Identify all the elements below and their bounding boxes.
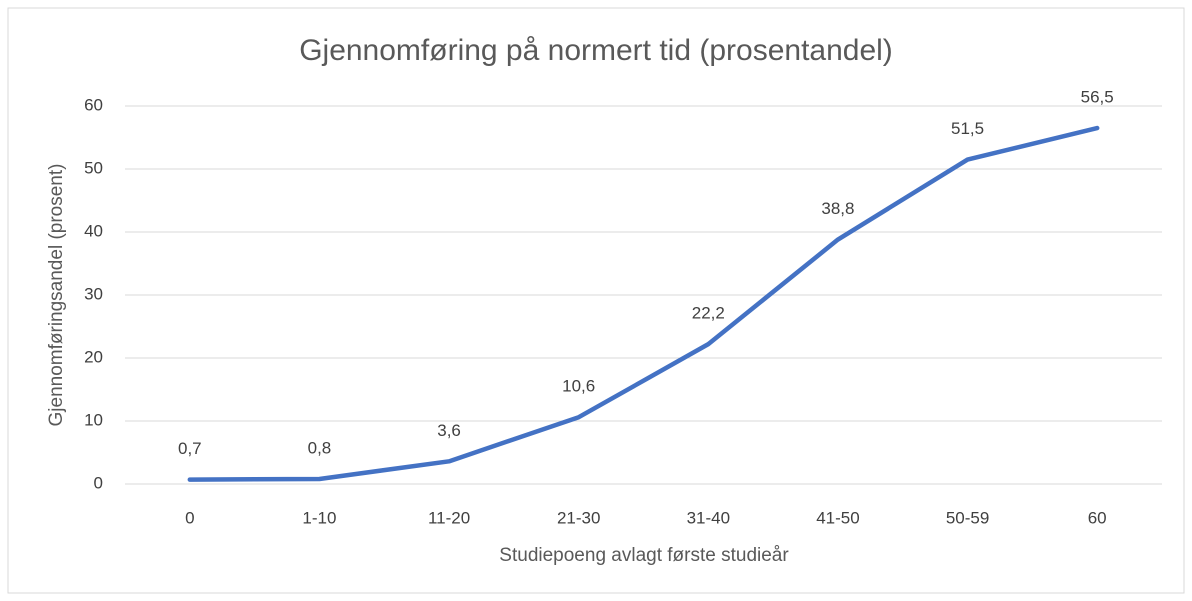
x-tick-label: 21-30 xyxy=(557,508,600,527)
x-tick-label: 11-20 xyxy=(428,508,470,527)
x-tick-label: 60 xyxy=(1088,508,1107,527)
chart-title: Gjennomføring på normert tid (prosentand… xyxy=(299,34,893,67)
data-label: 22,2 xyxy=(692,304,725,323)
data-label: 0,7 xyxy=(178,439,202,458)
x-tick-label: 31-40 xyxy=(687,508,730,527)
x-tick-label: 0 xyxy=(185,508,194,527)
data-label: 38,8 xyxy=(821,199,854,218)
y-tick-label: 60 xyxy=(84,95,103,114)
x-tick-label: 41-50 xyxy=(816,508,859,527)
data-label: 56,5 xyxy=(1081,88,1114,107)
x-tick-label: 50-59 xyxy=(946,508,989,527)
line xyxy=(187,125,1100,482)
y-tick-label: 50 xyxy=(84,158,103,177)
y-axis-title: Gjennomføringsandel (prosent) xyxy=(46,164,67,427)
y-tick-label: 40 xyxy=(84,221,103,240)
chart-frame xyxy=(7,7,1185,594)
y-tick-label: 0 xyxy=(94,473,103,492)
y-tick-label: 10 xyxy=(84,410,103,429)
data-label: 3,6 xyxy=(437,421,461,440)
data-label: 0,8 xyxy=(308,438,332,457)
x-tick-label: 1-10 xyxy=(302,508,336,527)
x-axis-title: Studiepoeng avlagt første studieår xyxy=(499,545,789,566)
data-label: 51,5 xyxy=(951,119,984,138)
y-tick-label: 30 xyxy=(84,284,103,303)
y-tick-label: 20 xyxy=(84,347,103,366)
data-label: 10,6 xyxy=(562,377,595,396)
